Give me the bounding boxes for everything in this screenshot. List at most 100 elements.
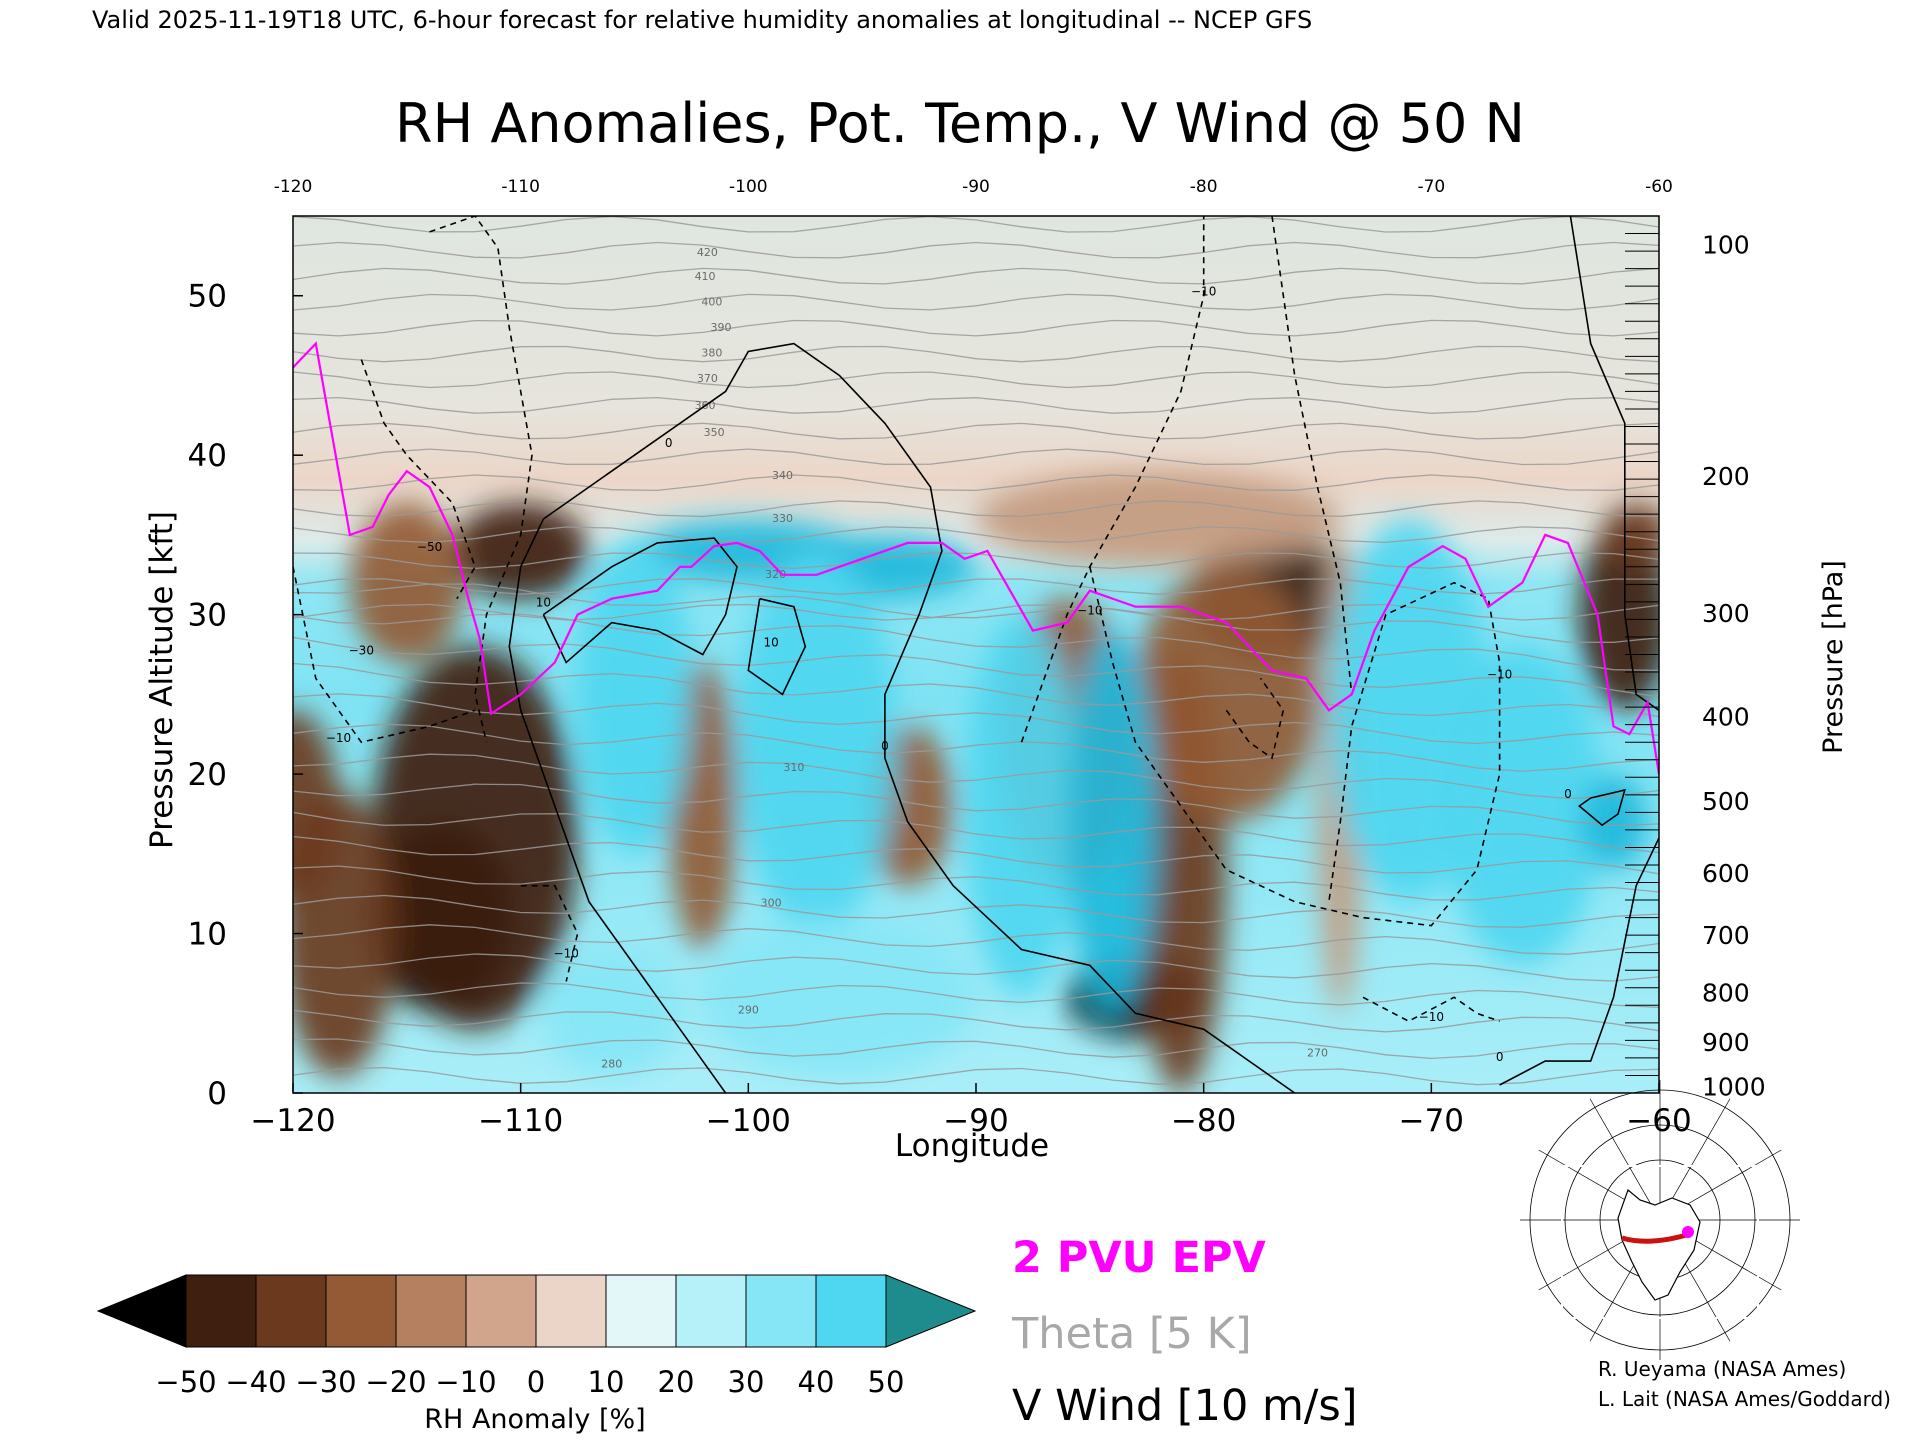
map-inset <box>1520 1080 1800 1360</box>
theta-label: 390 <box>711 321 732 334</box>
theta-contour <box>293 1009 1659 1033</box>
rh-anomaly-blob <box>976 471 1341 567</box>
pressure-tick-label: 100 <box>1702 231 1750 260</box>
rh-anomaly-blob <box>1135 566 1318 822</box>
wind-contour-neg10-b <box>293 566 476 744</box>
colorbar-segment <box>605 1274 677 1348</box>
rh-anomaly-blob <box>349 503 464 663</box>
rh-anomaly-blob <box>293 710 339 902</box>
theta-contour <box>293 241 1659 259</box>
colorbar-tick-label: 30 <box>728 1365 765 1399</box>
theta-contour <box>293 662 1659 718</box>
theta-contour <box>293 982 1659 1009</box>
y-tick-label: 0 <box>207 1076 227 1112</box>
axes: −120 −110 −100 −90 −80 −70 −60-120 -110 -100 -90-… <box>188 177 1766 1139</box>
rh-anomaly-blob <box>372 646 578 1030</box>
colorbar-segment <box>325 1274 397 1348</box>
pv-line <box>293 341 1659 775</box>
rh-anomaly-blob <box>736 550 897 934</box>
colorbar-tick-label: −10 <box>435 1365 496 1399</box>
wind-contour-10-b <box>747 597 807 696</box>
colorbar-tick-label: −40 <box>225 1365 286 1399</box>
wind-contour-small <box>1577 788 1626 827</box>
credit-1: R. Ueyama (NASA Ames) <box>1598 1357 1846 1381</box>
wind-contour-label: 0 <box>1564 787 1572 801</box>
wind-contour-right <box>1569 216 1659 711</box>
wind-contour-neg10-d <box>1020 216 1205 743</box>
theta-contour <box>293 578 1659 595</box>
theta-contour <box>293 216 1659 233</box>
theta-contour <box>293 422 1659 440</box>
colorbar-label: RH Anomaly [%] <box>424 1404 645 1435</box>
x-tick-label: −60 <box>1626 1103 1691 1139</box>
y-tick-label: 30 <box>188 598 227 634</box>
rh-anomaly-blob <box>1602 503 1659 567</box>
x-top-tick-label: -90 <box>962 177 990 197</box>
y-tick-label: 10 <box>188 917 227 953</box>
rh-anomaly-blob <box>964 614 1079 998</box>
theta-label: 310 <box>783 761 804 774</box>
theta-label: 350 <box>704 426 725 439</box>
y-tick-label: 50 <box>188 279 227 315</box>
x-top-tick-label: -70 <box>1417 177 1445 197</box>
wind-contour-neg30 <box>360 359 476 600</box>
wind-contour-zero-2 <box>577 342 1296 1093</box>
theta-contour <box>293 723 1659 772</box>
legend-theta: Theta [5 K] <box>1011 1309 1252 1359</box>
colorbar-tick-label: 10 <box>588 1365 625 1399</box>
inset-meridian <box>1589 1098 1661 1221</box>
theta-contour <box>293 865 1659 901</box>
rh-anomaly-blob <box>1067 630 1159 1014</box>
rh-anomaly-blob <box>1442 646 1603 966</box>
x-top-tick-label: -80 <box>1190 177 1218 197</box>
theta-contour <box>293 371 1659 389</box>
wind-contour-neg10-e <box>1089 566 1501 927</box>
x-top-tick-label: -110 <box>501 177 540 197</box>
y-tick-label: 40 <box>188 438 227 474</box>
wind-contour-label: −10 <box>1419 1010 1444 1024</box>
colorbar: −50 −40 −30 −20 −10 0 10 20 30 40 50 <box>96 1274 977 1399</box>
theta-label: 280 <box>601 1057 622 1070</box>
pv-line-group <box>293 341 1659 775</box>
y-axis-label-left: Pressure Altitude [kft] <box>144 511 180 849</box>
colorbar-segment <box>675 1274 747 1348</box>
wind-contour-label: −30 <box>349 644 374 658</box>
colorbar-segment <box>185 1274 257 1348</box>
theta-contour <box>293 953 1659 982</box>
pressure-tick-label: 500 <box>1702 787 1750 816</box>
x-top-tick-label: -100 <box>729 177 768 197</box>
theta-contour <box>293 811 1659 854</box>
wind-contour-label: −10 <box>1487 667 1512 681</box>
x-top-tick-label: -120 <box>274 177 313 197</box>
x-tick-label: −90 <box>943 1103 1008 1139</box>
rh-anomaly-blob <box>1579 774 1648 870</box>
wind-contour-label: 10 <box>536 596 551 610</box>
v-wind-contours: 10 0 0 10 0 0 −50 −30 −10 −10 −10 −10 −10 −10 <box>293 216 1659 1093</box>
wind-contour-neg10-c <box>520 884 579 982</box>
pressure-tick-label: 900 <box>1702 1028 1750 1057</box>
colorbar-low-arrow <box>96 1274 187 1348</box>
wind-contour-label: 0 <box>881 739 889 753</box>
theta-contour <box>293 753 1659 800</box>
x-tick-label: −110 <box>478 1103 563 1139</box>
theta-contour <box>293 293 1659 311</box>
colorbar-tick-label: −20 <box>365 1365 426 1399</box>
wind-contour-neg10-h <box>1362 996 1500 1023</box>
pressure-tick-label: 800 <box>1702 979 1750 1008</box>
theta-contour <box>293 345 1659 363</box>
colorbar-tick-label: 40 <box>798 1365 835 1399</box>
colorbar-segment <box>815 1274 887 1348</box>
x-axis-label: Longitude <box>895 1128 1049 1164</box>
theta-label: 380 <box>701 346 722 359</box>
pressure-tick-label: 400 <box>1702 703 1750 732</box>
pressure-tick-label: 600 <box>1702 859 1750 888</box>
y-axis-label-right: Pressure [hPa] <box>1818 560 1849 754</box>
theta-label: 320 <box>765 568 786 581</box>
theta-contour <box>293 603 1659 621</box>
header-text: Valid 2025-11-19T18 UTC, 6-hour forecast… <box>92 6 1312 34</box>
theta-contour <box>293 474 1659 492</box>
theta-label: 370 <box>697 372 718 385</box>
x-tick-label: −100 <box>706 1103 791 1139</box>
chart-title: RH Anomalies, Pot. Temp., V Wind @ 50 N <box>395 92 1525 155</box>
